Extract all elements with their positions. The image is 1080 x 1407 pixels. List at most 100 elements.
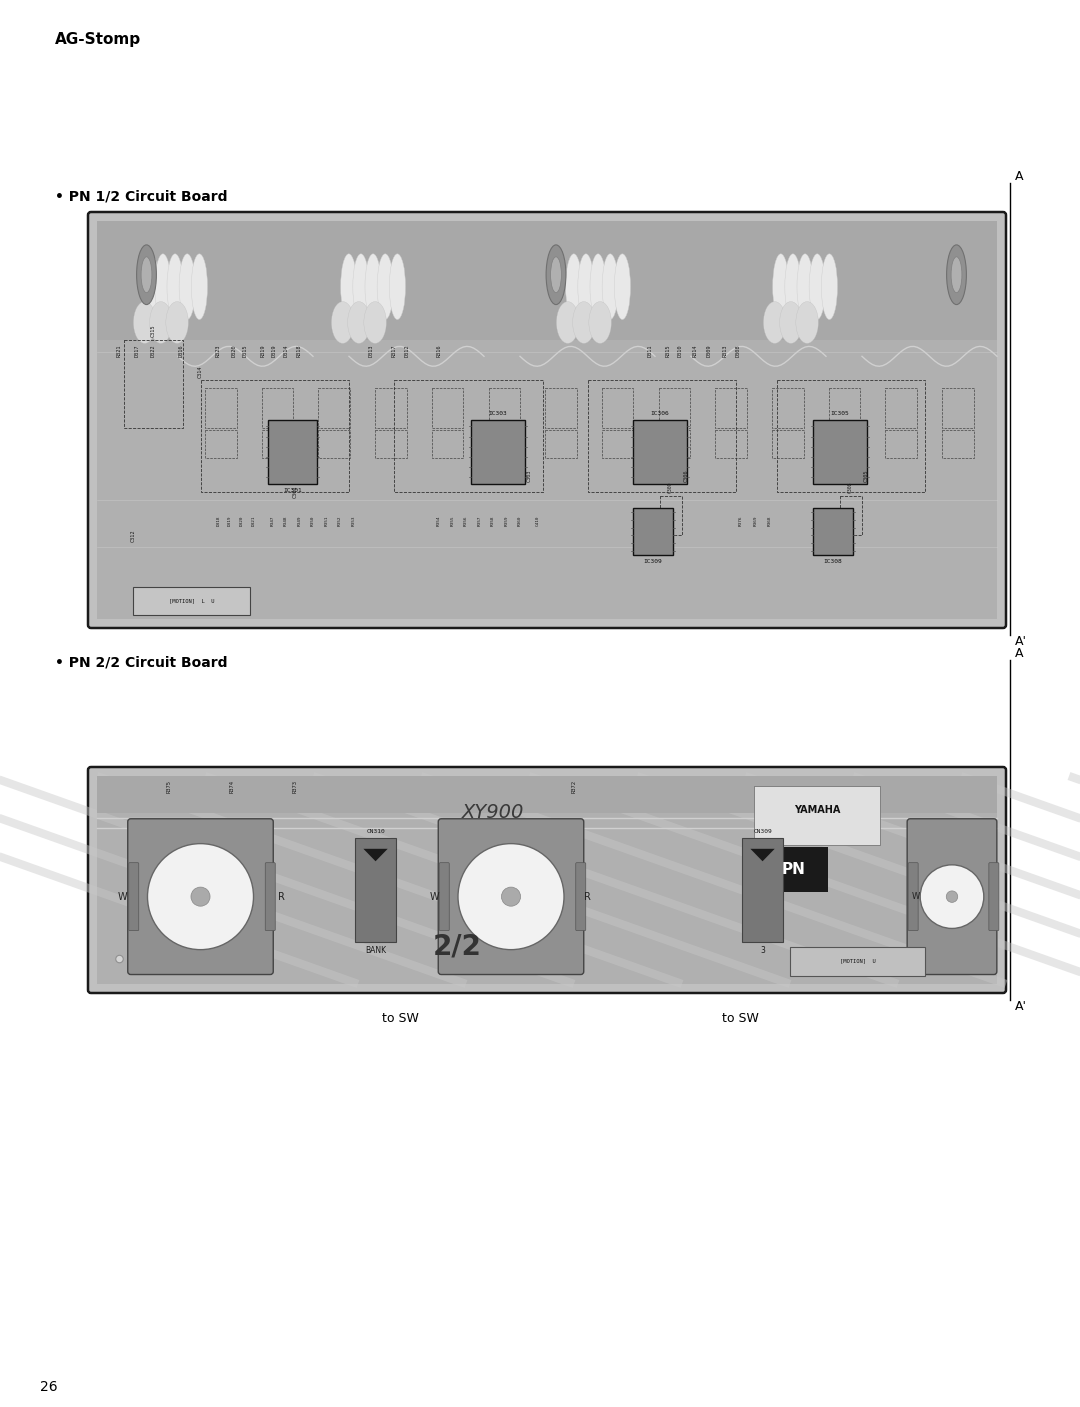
Ellipse shape <box>797 253 813 319</box>
FancyBboxPatch shape <box>576 862 585 930</box>
Ellipse shape <box>615 253 631 319</box>
Ellipse shape <box>556 301 579 343</box>
FancyBboxPatch shape <box>908 862 918 930</box>
Ellipse shape <box>389 253 405 319</box>
Bar <box>319 431 350 457</box>
Ellipse shape <box>589 301 611 343</box>
Text: IC308: IC308 <box>823 560 842 564</box>
Text: R369: R369 <box>754 515 758 526</box>
FancyBboxPatch shape <box>440 862 449 930</box>
Bar <box>375 388 406 428</box>
Text: R376: R376 <box>739 515 743 526</box>
Text: D313: D313 <box>369 345 374 357</box>
Ellipse shape <box>951 257 962 293</box>
Bar <box>97 221 997 340</box>
FancyBboxPatch shape <box>87 767 1005 993</box>
Bar <box>660 495 681 536</box>
Text: C309: C309 <box>667 481 673 492</box>
Text: R354: R354 <box>437 515 441 526</box>
Circle shape <box>501 886 521 906</box>
Circle shape <box>191 886 210 906</box>
Text: R321: R321 <box>117 345 122 357</box>
Text: CN309: CN309 <box>753 829 772 834</box>
Text: IC305: IC305 <box>831 411 849 416</box>
Text: R373: R373 <box>293 779 297 794</box>
Text: IC309: IC309 <box>644 560 662 564</box>
Bar <box>633 508 673 556</box>
Bar <box>205 431 237 457</box>
Text: R314: R314 <box>693 345 698 357</box>
Bar <box>828 388 860 428</box>
Bar <box>839 495 862 536</box>
Text: C312: C312 <box>131 529 135 542</box>
Text: D310: D310 <box>678 345 683 357</box>
Text: R348: R348 <box>284 515 288 526</box>
Bar <box>205 388 237 428</box>
Bar <box>777 380 924 491</box>
Ellipse shape <box>821 253 837 319</box>
Circle shape <box>458 844 564 950</box>
Text: A': A' <box>1015 1000 1027 1013</box>
Text: R357: R357 <box>477 515 482 526</box>
Ellipse shape <box>332 301 354 343</box>
Text: [MOTION]  U: [MOTION] U <box>839 958 876 964</box>
Text: D316: D316 <box>178 345 184 357</box>
Bar <box>659 431 690 457</box>
Text: R368: R368 <box>768 515 772 526</box>
Text: A': A' <box>1015 635 1027 649</box>
Ellipse shape <box>167 253 184 319</box>
Bar <box>488 431 519 457</box>
Ellipse shape <box>578 253 594 319</box>
Text: CN310: CN310 <box>366 829 384 834</box>
Circle shape <box>116 955 123 962</box>
Ellipse shape <box>143 253 159 319</box>
Text: C306: C306 <box>684 470 689 483</box>
Text: AG-Stomp: AG-Stomp <box>55 32 141 46</box>
Ellipse shape <box>764 301 786 343</box>
Text: XY900: XY900 <box>462 803 524 822</box>
Bar <box>355 839 395 943</box>
Text: BANK: BANK <box>365 947 387 955</box>
FancyBboxPatch shape <box>127 819 273 975</box>
Text: D309: D309 <box>706 345 712 357</box>
Text: R: R <box>584 892 591 902</box>
Bar <box>432 431 463 457</box>
Bar <box>124 340 183 428</box>
Text: R319: R319 <box>261 345 266 357</box>
Bar <box>942 388 973 428</box>
Bar <box>488 388 519 428</box>
Text: R315: R315 <box>666 345 671 357</box>
Bar <box>133 587 249 615</box>
Text: C308: C308 <box>848 481 853 492</box>
Ellipse shape <box>348 301 370 343</box>
Bar <box>789 947 924 975</box>
Text: R313: R313 <box>723 345 728 357</box>
Text: R323: R323 <box>216 345 221 357</box>
Text: to SW: to SW <box>381 1012 418 1026</box>
Ellipse shape <box>946 245 967 304</box>
Bar <box>375 431 406 457</box>
Bar <box>545 388 577 428</box>
Text: W: W <box>118 892 127 902</box>
Text: R318: R318 <box>297 345 302 357</box>
Ellipse shape <box>566 253 582 319</box>
Text: R355: R355 <box>450 515 455 526</box>
FancyBboxPatch shape <box>87 212 1005 628</box>
Text: D322: D322 <box>150 345 156 357</box>
Text: D320: D320 <box>240 515 244 526</box>
Text: D317: D317 <box>135 345 140 357</box>
Bar <box>602 431 633 457</box>
Ellipse shape <box>551 257 562 293</box>
Text: R356: R356 <box>464 515 468 526</box>
Text: R353: R353 <box>351 515 355 526</box>
Bar <box>812 421 866 484</box>
Text: R347: R347 <box>270 515 274 526</box>
Bar <box>742 839 783 943</box>
Bar <box>772 388 804 428</box>
Circle shape <box>148 844 254 950</box>
Ellipse shape <box>364 301 387 343</box>
Text: IC303: IC303 <box>488 411 507 416</box>
Text: D318: D318 <box>216 515 220 526</box>
Bar <box>394 380 542 491</box>
Bar <box>319 388 350 428</box>
